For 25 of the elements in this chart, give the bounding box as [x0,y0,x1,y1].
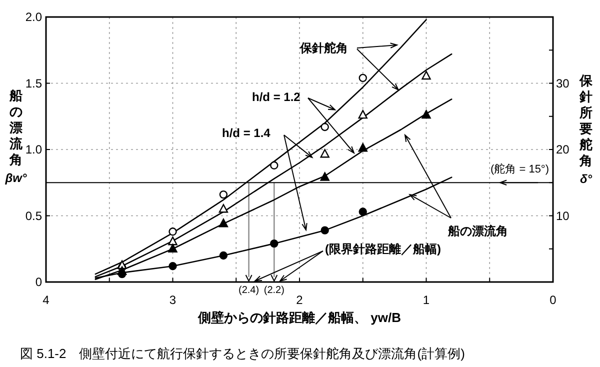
x-axis-title: 側壁からの針路距離／船幅、 yw/B [197,310,401,325]
y2-tick-label: 20 [556,142,570,156]
annotation: 船の漂流角 [447,224,508,238]
y-tick-label: 0.5 [25,208,42,223]
annotation: h/d = 1.4 [222,126,271,140]
y-tick-label: 1.5 [25,76,42,90]
y-tick-label: 1.0 [25,142,42,156]
annotation: 保針舵角 [299,41,348,55]
y2-tick-label: 10 [556,208,570,223]
x-tick-label: 2 [296,293,304,307]
x-tick-label: 3 [169,293,176,307]
y-axis-title: 船の漂流角 βw° [4,88,27,185]
ref-line-label: (2.4) [238,285,260,296]
x-tick-label: 0 [550,293,557,307]
y-tick-label: 0 [35,275,42,289]
y2-tick-label: 30 [556,76,570,90]
annotation: (限界針路距離／船幅) [325,242,441,256]
x-tick-label: 4 [42,293,50,307]
annotation: h/d = 1.2 [252,90,301,104]
x-tick-label: 1 [422,293,430,307]
text: 図 5.1-2 側壁付近にて航行保針するときの所要保針舵角及び漂流角(計算例) [20,346,465,361]
ref-line-label: (2.2) [264,285,284,296]
y2-axis-title: 保針所要舵角 δ° [578,73,594,186]
y-tick-label: 2.0 [25,10,42,24]
ref-line-label: (舵角 = 15°) [490,162,549,176]
